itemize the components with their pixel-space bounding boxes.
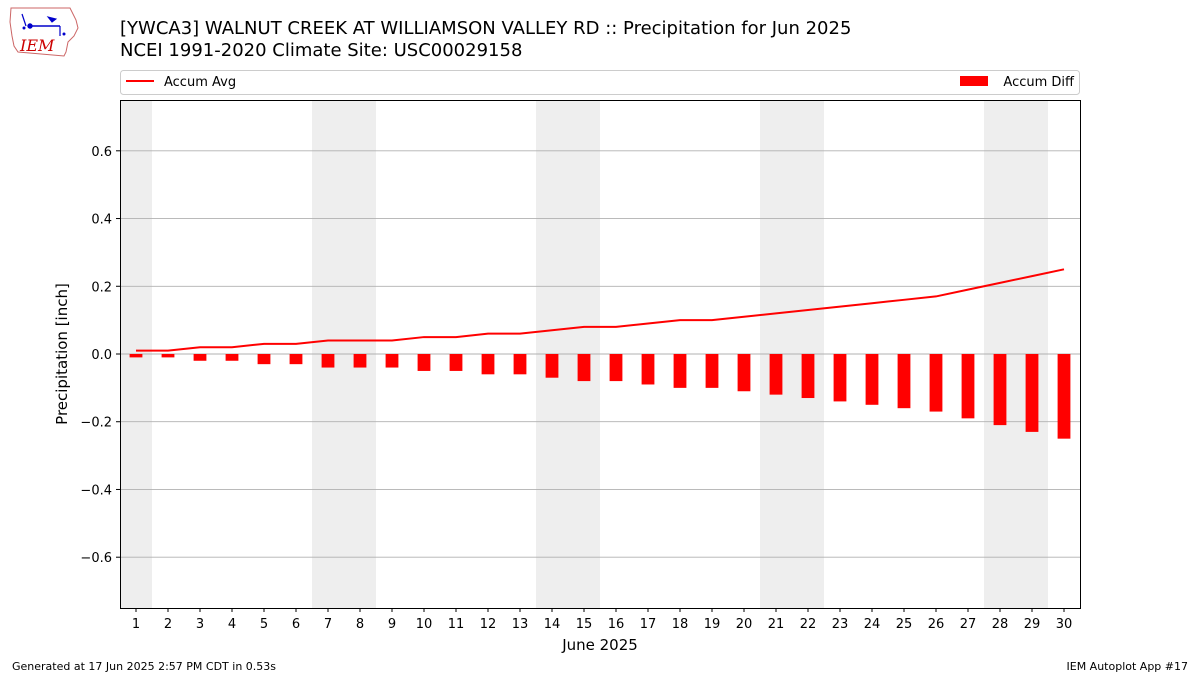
weather-station-icon <box>21 13 66 36</box>
x-tick-label: 18 <box>672 617 689 632</box>
generated-timestamp: Generated at 17 Jun 2025 2:57 PM CDT in … <box>12 660 277 673</box>
y-tick-label: −0.4 <box>80 483 112 498</box>
accum-diff-bar <box>673 354 687 388</box>
accum-diff-bar <box>321 354 335 368</box>
x-tick-label: 8 <box>356 617 364 632</box>
accum-diff-bar <box>801 354 815 399</box>
chart-title: [YWCA3] WALNUT CREEK AT WILLIAMSON VALLE… <box>120 18 852 39</box>
accum-diff-bar <box>353 354 367 368</box>
x-tick-label: 20 <box>736 617 753 632</box>
legend-box <box>120 70 1080 95</box>
y-axis-label: Precipitation [inch] <box>53 283 71 425</box>
accum-diff-bar <box>129 354 143 358</box>
x-tick-label: 30 <box>1056 617 1073 632</box>
y-tick-label: 0.6 <box>91 145 112 160</box>
accum-diff-bar <box>513 354 527 375</box>
accum-diff-bar <box>641 354 655 385</box>
accum-diff-bar <box>577 354 591 382</box>
iem-logo: IEM <box>9 7 79 57</box>
y-tick-label: 0.2 <box>91 280 112 295</box>
x-tick-label: 7 <box>324 617 332 632</box>
accum-diff-bar <box>545 354 559 378</box>
legend-bar-swatch <box>960 76 988 86</box>
app-credit: IEM Autoplot App #17 <box>1066 660 1189 673</box>
x-tick-label: 12 <box>480 617 497 632</box>
x-tick-label: 4 <box>228 617 236 632</box>
accum-diff-bar <box>481 354 495 375</box>
accum-diff-bar <box>289 354 303 365</box>
chart-subtitle: NCEI 1991-2020 Climate Site: USC00029158 <box>120 40 523 61</box>
accum-diff-bar <box>865 354 879 405</box>
x-tick-label: 29 <box>1024 617 1041 632</box>
accum-diff-bar <box>225 354 239 361</box>
x-tick-label: 23 <box>832 617 849 632</box>
accum-diff-bar <box>449 354 463 371</box>
x-tick-label: 24 <box>864 617 881 632</box>
accum-diff-bar <box>929 354 943 412</box>
x-tick-label: 15 <box>576 617 593 632</box>
x-tick-label: 17 <box>640 617 657 632</box>
legend: Accum Avg Accum Diff <box>120 70 1080 95</box>
accum-diff-bar <box>161 354 175 358</box>
accum-diff-bar <box>897 354 911 409</box>
x-tick-label: 22 <box>800 617 817 632</box>
accum-diff-bar <box>769 354 783 395</box>
x-tick-label: 10 <box>416 617 433 632</box>
x-tick-label: 21 <box>768 617 785 632</box>
accum-diff-bar <box>609 354 623 382</box>
x-tick-label: 5 <box>260 617 268 632</box>
x-axis-label: June 2025 <box>561 636 638 654</box>
x-tick-label: 3 <box>196 617 204 632</box>
legend-label-accum-avg: Accum Avg <box>164 75 236 90</box>
accum-diff-bar <box>737 354 751 392</box>
accum-diff-bar <box>993 354 1007 426</box>
y-tick-label: 0.4 <box>91 213 112 228</box>
accum-diff-bar <box>193 354 207 361</box>
accum-diff-bar <box>1025 354 1039 432</box>
plot-frame <box>120 100 1081 609</box>
x-tick-label: 16 <box>608 617 625 632</box>
y-tick-label: −0.6 <box>80 551 112 566</box>
x-tick-label: 28 <box>992 617 1009 632</box>
x-tick-label: 26 <box>928 617 945 632</box>
accum-avg-line <box>136 268 1065 352</box>
x-tick-label: 1 <box>132 617 140 632</box>
iowa-outline-icon <box>9 7 79 57</box>
x-tick-label: 14 <box>544 617 561 632</box>
accum-diff-bar <box>705 354 719 388</box>
accum-diff-bar <box>961 354 975 419</box>
accum-diff-bar <box>833 354 847 402</box>
accum-diff-bar <box>257 354 271 365</box>
y-tick-label: −0.2 <box>80 416 112 431</box>
accum-diff-bar <box>1057 354 1071 439</box>
logo-text: IEM <box>19 36 55 55</box>
legend-label-accum-diff: Accum Diff <box>1003 75 1075 90</box>
x-tick-label: 19 <box>704 617 721 632</box>
x-tick-label: 11 <box>448 617 465 632</box>
accum-diff-bar <box>385 354 399 368</box>
x-tick-label: 9 <box>388 617 396 632</box>
accum-diff-bar <box>417 354 431 371</box>
y-tick-label: 0.0 <box>91 348 112 363</box>
x-tick-label: 13 <box>512 617 529 632</box>
x-tick-label: 25 <box>896 617 913 632</box>
x-tick-label: 6 <box>292 617 300 632</box>
x-tick-label: 2 <box>164 617 172 632</box>
x-tick-label: 27 <box>960 617 977 632</box>
